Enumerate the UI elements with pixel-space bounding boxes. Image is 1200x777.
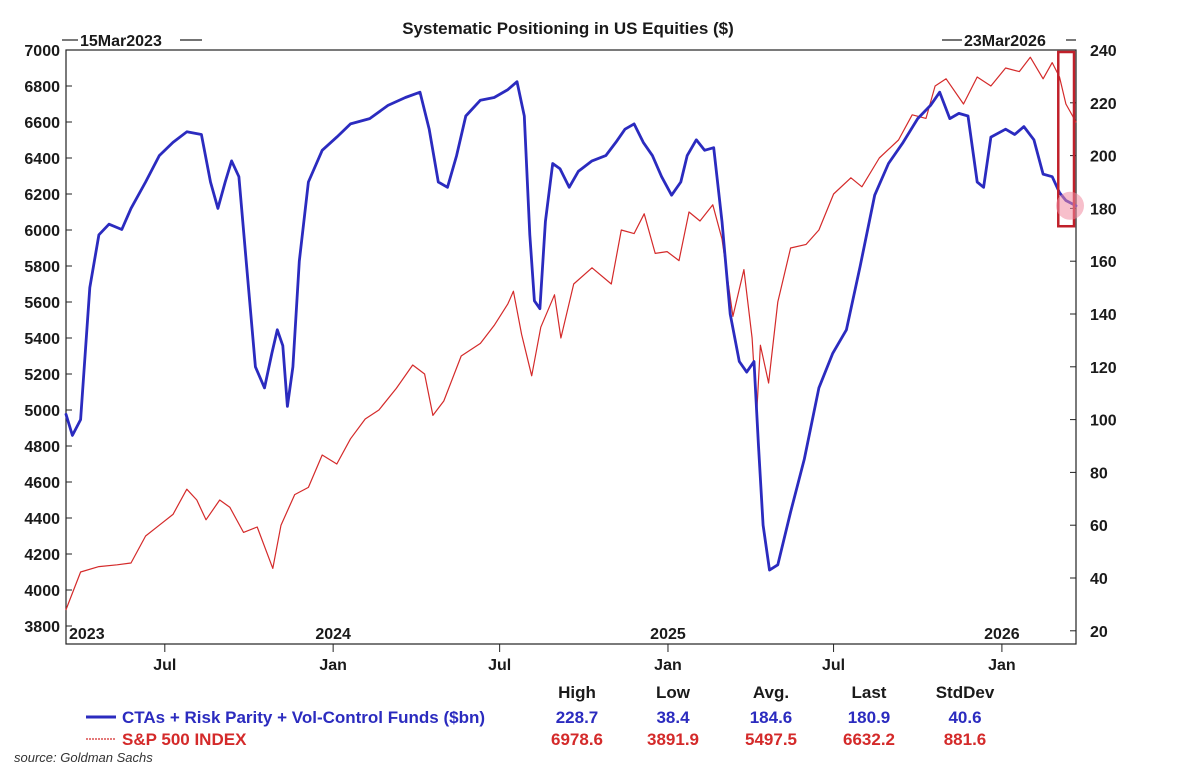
plot-border (65, 49, 1077, 645)
cta-series (64, 80, 1078, 572)
series-line (64, 80, 1078, 572)
source-note: source: Goldman Sachs (14, 750, 153, 765)
plot-frame: 15Mar2023 23Mar2026 (62, 33, 1077, 645)
year-label: 2023 (69, 626, 105, 643)
table-cell: 228.7 (556, 708, 599, 727)
table-cell: 40.6 (948, 708, 981, 727)
right-tick-label: 140 (1090, 307, 1117, 324)
right-tick-label: 220 (1090, 96, 1117, 113)
x-month-label: Jan (654, 657, 682, 674)
highlight-box (1056, 50, 1084, 228)
x-month-label: Jul (153, 657, 176, 674)
left-tick-label: 4800 (24, 439, 60, 456)
left-tick-label: 7000 (24, 43, 60, 60)
left-tick-label: 4400 (24, 511, 60, 528)
sp500-series (65, 56, 1077, 611)
stats-table: High Low Avg. Last StdDev CTAs + Risk Parity … (86, 683, 995, 749)
table-cell: 3891.9 (647, 730, 699, 749)
right-tick-label: 240 (1090, 43, 1117, 60)
legend-label: CTAs + Risk Parity + Vol-Control Funds (… (122, 708, 485, 727)
left-tick-label: 6800 (24, 79, 60, 96)
table-cell: 5497.5 (745, 730, 797, 749)
table-cell: 184.6 (750, 708, 793, 727)
left-tick-label: 6200 (24, 187, 60, 204)
table-header: Avg. (753, 683, 789, 702)
left-tick-label: 4600 (24, 475, 60, 492)
table-header: High (558, 683, 596, 702)
left-tick-label: 3800 (24, 619, 60, 636)
table-cell: 180.9 (848, 708, 891, 727)
chart-title: Systematic Positioning in US Equities ($… (402, 19, 734, 38)
legend-label: S&P 500 INDEX (122, 730, 247, 749)
table-header: Last (852, 683, 887, 702)
left-tick-label: 5000 (24, 403, 60, 420)
left-tick-label: 6400 (24, 151, 60, 168)
left-tick-label: 6000 (24, 223, 60, 240)
left-tick-label: 5600 (24, 295, 60, 312)
right-tick-label: 120 (1090, 360, 1117, 377)
right-tick-label: 40 (1090, 571, 1108, 588)
table-header: StdDev (936, 683, 995, 702)
right-tick-label: 200 (1090, 149, 1117, 166)
highlight-dot (1056, 191, 1084, 220)
x-month-label: Jan (988, 657, 1016, 674)
end-date-label: 23Mar2026 (964, 33, 1046, 50)
table-cell: 6632.2 (843, 730, 895, 749)
right-tick-label: 60 (1090, 518, 1108, 535)
highlight-rect (1057, 50, 1076, 228)
left-tick-label: 6600 (24, 115, 60, 132)
left-tick-label: 5800 (24, 259, 60, 276)
table-cell: 6978.6 (551, 730, 603, 749)
x-month-label: Jan (319, 657, 347, 674)
start-date-label: 15Mar2023 (80, 33, 162, 50)
right-tick-label: 80 (1090, 465, 1108, 482)
table-header: Low (656, 683, 691, 702)
series-line (65, 56, 1077, 611)
year-label: 2024 (315, 626, 351, 643)
right-tick-label: 20 (1090, 624, 1108, 641)
left-tick-label: 5400 (24, 331, 60, 348)
x-month-label: Jul (488, 657, 511, 674)
year-label: 2025 (650, 626, 686, 643)
right-tick-label: 180 (1090, 201, 1117, 218)
table-cell: 881.6 (944, 730, 987, 749)
x-month-label: Jul (822, 657, 845, 674)
axes: 3800 4000 4200 4400 4600 4800 5000 5200 5400 5600… (24, 43, 1116, 674)
table-cell: 38.4 (656, 708, 690, 727)
right-tick-label: 160 (1090, 254, 1117, 271)
left-tick-label: 4000 (24, 583, 60, 600)
left-tick-label: 4200 (24, 547, 60, 564)
year-label: 2026 (984, 626, 1020, 643)
left-tick-label: 5200 (24, 367, 60, 384)
right-tick-label: 100 (1090, 413, 1117, 430)
